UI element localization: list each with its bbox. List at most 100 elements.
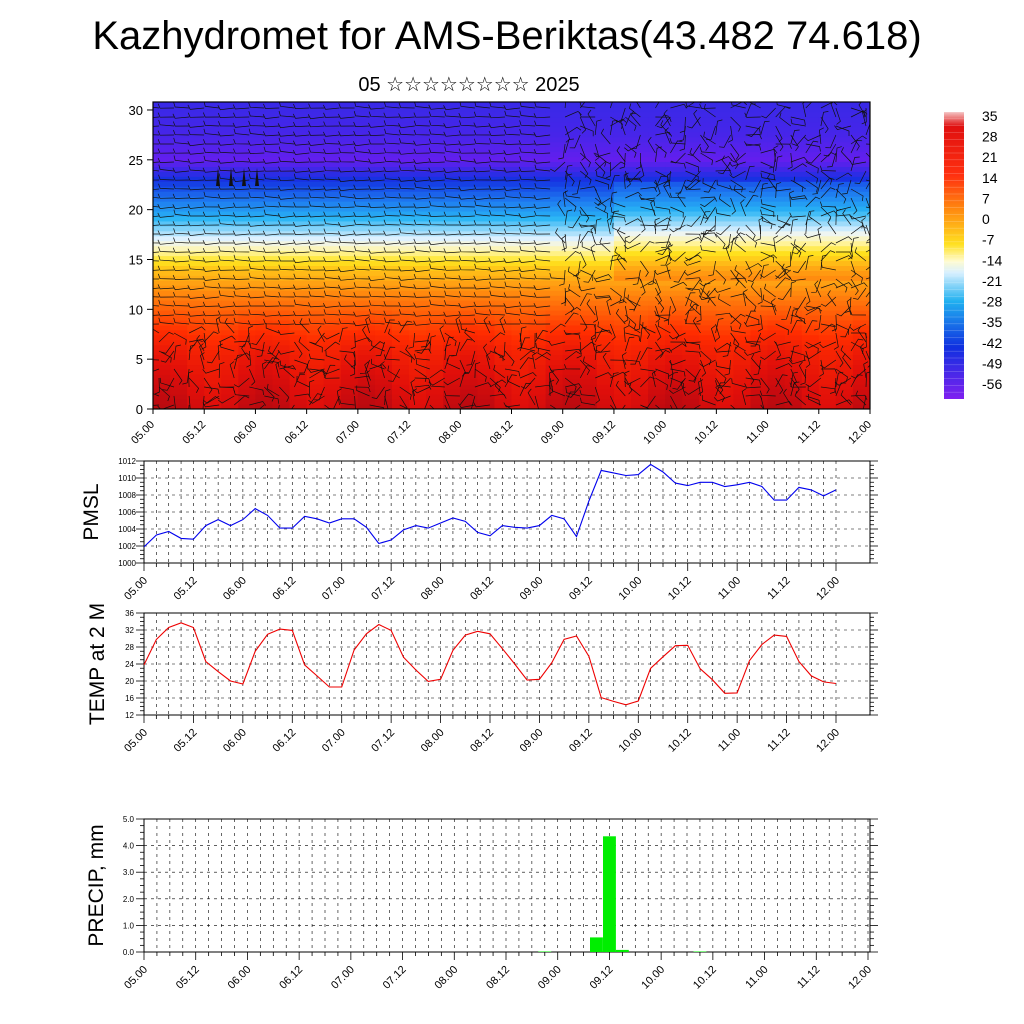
field-cell bbox=[340, 344, 359, 351]
wind-barb bbox=[742, 289, 748, 307]
wind-barb bbox=[657, 242, 671, 255]
field-cell bbox=[801, 245, 820, 252]
wind-barb bbox=[534, 183, 551, 190]
field-cell bbox=[170, 275, 188, 281]
field-cell bbox=[511, 141, 530, 148]
field-cell bbox=[699, 285, 717, 291]
field-cell bbox=[631, 255, 649, 262]
wind-barb bbox=[247, 203, 265, 209]
field-cell bbox=[238, 136, 257, 143]
wind-barb bbox=[459, 155, 475, 163]
wind-barb bbox=[203, 318, 220, 325]
field-cell bbox=[477, 354, 496, 361]
field-cell bbox=[733, 270, 752, 276]
field-cell bbox=[323, 384, 342, 390]
field-cell bbox=[835, 116, 854, 123]
field-cell bbox=[443, 255, 461, 262]
field-cell bbox=[631, 394, 649, 400]
field-cell bbox=[272, 102, 291, 108]
field-cell bbox=[204, 171, 222, 177]
field-cell bbox=[733, 220, 752, 227]
wind-barb bbox=[859, 343, 867, 361]
field-cell bbox=[204, 349, 222, 356]
wind-barb bbox=[354, 155, 370, 163]
field-cell bbox=[357, 404, 376, 409]
field-cell bbox=[631, 404, 649, 409]
field-cell bbox=[613, 230, 632, 237]
field-cell bbox=[170, 166, 188, 172]
field-cell bbox=[409, 171, 427, 177]
field-cell bbox=[665, 394, 683, 400]
field-cell bbox=[545, 235, 564, 242]
field-cell bbox=[272, 171, 291, 177]
field-cell bbox=[187, 245, 205, 252]
field-cell bbox=[511, 220, 530, 227]
field-cell bbox=[682, 324, 700, 331]
field-cell bbox=[665, 280, 683, 286]
wind-barb bbox=[307, 368, 325, 373]
wind-barb bbox=[504, 237, 521, 244]
wind-barb bbox=[443, 123, 460, 129]
x-tick-label: 06.00 bbox=[226, 964, 254, 992]
wind-barb bbox=[158, 317, 175, 325]
wind-barb bbox=[775, 357, 793, 362]
field-cell bbox=[818, 240, 837, 247]
wind-barb bbox=[369, 254, 385, 262]
field-cell bbox=[443, 210, 461, 217]
field-cell bbox=[443, 161, 461, 167]
wind-barb bbox=[353, 201, 370, 208]
field-cell bbox=[357, 305, 376, 311]
field-cell bbox=[665, 290, 683, 296]
wind-barb bbox=[203, 331, 219, 343]
wind-barb bbox=[324, 341, 340, 352]
field-cell bbox=[170, 245, 188, 252]
y-axis-title: PRECIP, mm bbox=[85, 824, 108, 946]
x-tick-label: 07.00 bbox=[320, 727, 348, 755]
field-cell bbox=[665, 295, 683, 301]
field-cell bbox=[238, 156, 257, 163]
field-cell bbox=[528, 309, 547, 316]
field-cell bbox=[255, 399, 274, 405]
wind-barb bbox=[745, 368, 755, 385]
wind-barb bbox=[262, 230, 280, 236]
field-cell bbox=[153, 285, 171, 291]
field-cell bbox=[528, 181, 547, 187]
field-cell bbox=[579, 196, 598, 202]
field-cell bbox=[818, 205, 837, 212]
wind-barb bbox=[724, 359, 731, 376]
field-cell bbox=[443, 305, 461, 311]
wind-barb bbox=[158, 119, 175, 127]
field-cell bbox=[852, 146, 870, 153]
field-cell bbox=[579, 359, 598, 366]
field-cell bbox=[426, 161, 444, 167]
field-cell bbox=[374, 295, 393, 301]
field-cell bbox=[818, 344, 837, 351]
field-cell bbox=[153, 156, 171, 163]
field-cell bbox=[272, 275, 291, 281]
field-cell bbox=[699, 171, 717, 177]
field-cell bbox=[716, 235, 735, 242]
wind-barb bbox=[775, 143, 792, 149]
wind-barb bbox=[293, 248, 310, 254]
wind-barb bbox=[387, 365, 400, 379]
wind-barb bbox=[429, 335, 436, 352]
field-cell bbox=[733, 404, 752, 409]
field-cell bbox=[238, 349, 257, 356]
field-cell bbox=[511, 404, 530, 409]
field-cell bbox=[409, 319, 427, 326]
wind-barb bbox=[292, 167, 310, 173]
field-cell bbox=[596, 126, 615, 133]
wind-barb bbox=[338, 301, 355, 307]
wind-barb bbox=[247, 157, 265, 163]
field-cell bbox=[426, 121, 444, 128]
wind-barb bbox=[399, 227, 415, 235]
wind-barb bbox=[534, 264, 551, 271]
wind-barb bbox=[264, 395, 280, 404]
field-cell bbox=[170, 265, 188, 271]
wind-barb bbox=[687, 116, 701, 129]
field-cell bbox=[596, 275, 615, 281]
wind-barb bbox=[567, 215, 581, 229]
wind-barb bbox=[533, 285, 551, 291]
field-cell bbox=[596, 196, 615, 202]
wind-barb bbox=[743, 350, 761, 356]
